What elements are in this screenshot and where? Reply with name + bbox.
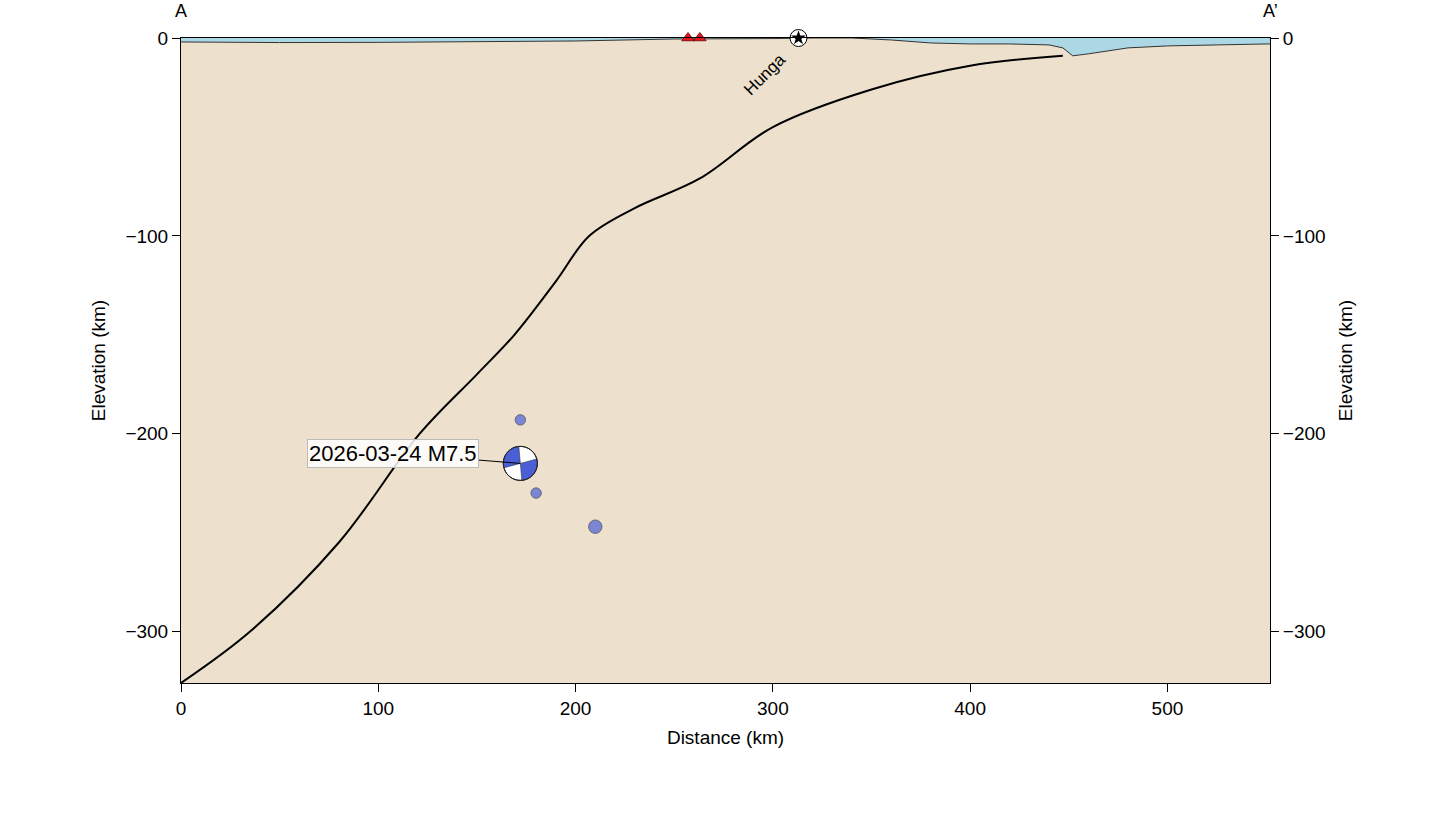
svg-text:0: 0: [158, 28, 169, 49]
svg-text:−300: −300: [1283, 621, 1326, 642]
svg-text:200: 200: [560, 698, 592, 719]
svg-text:500: 500: [1152, 698, 1184, 719]
svg-text:Elevation (km): Elevation (km): [88, 300, 109, 421]
svg-text:Elevation (km): Elevation (km): [1335, 300, 1356, 421]
svg-text:−200: −200: [1283, 423, 1326, 444]
svg-text:400: 400: [954, 698, 986, 719]
svg-text:0: 0: [1283, 28, 1294, 49]
svg-text:2026-03-24 M7.5: 2026-03-24 M7.5: [309, 441, 477, 466]
svg-text:−100: −100: [125, 226, 168, 247]
svg-text:−100: −100: [1283, 226, 1326, 247]
svg-text:100: 100: [362, 698, 394, 719]
svg-text:300: 300: [757, 698, 789, 719]
svg-text:Hunga: Hunga: [740, 50, 789, 99]
svg-text:−200: −200: [125, 423, 168, 444]
svg-text:A: A: [175, 1, 187, 21]
svg-text:Distance (km): Distance (km): [667, 727, 784, 748]
svg-text:A’: A’: [1263, 1, 1278, 21]
svg-text:−300: −300: [125, 621, 168, 642]
svg-text:0: 0: [176, 698, 187, 719]
